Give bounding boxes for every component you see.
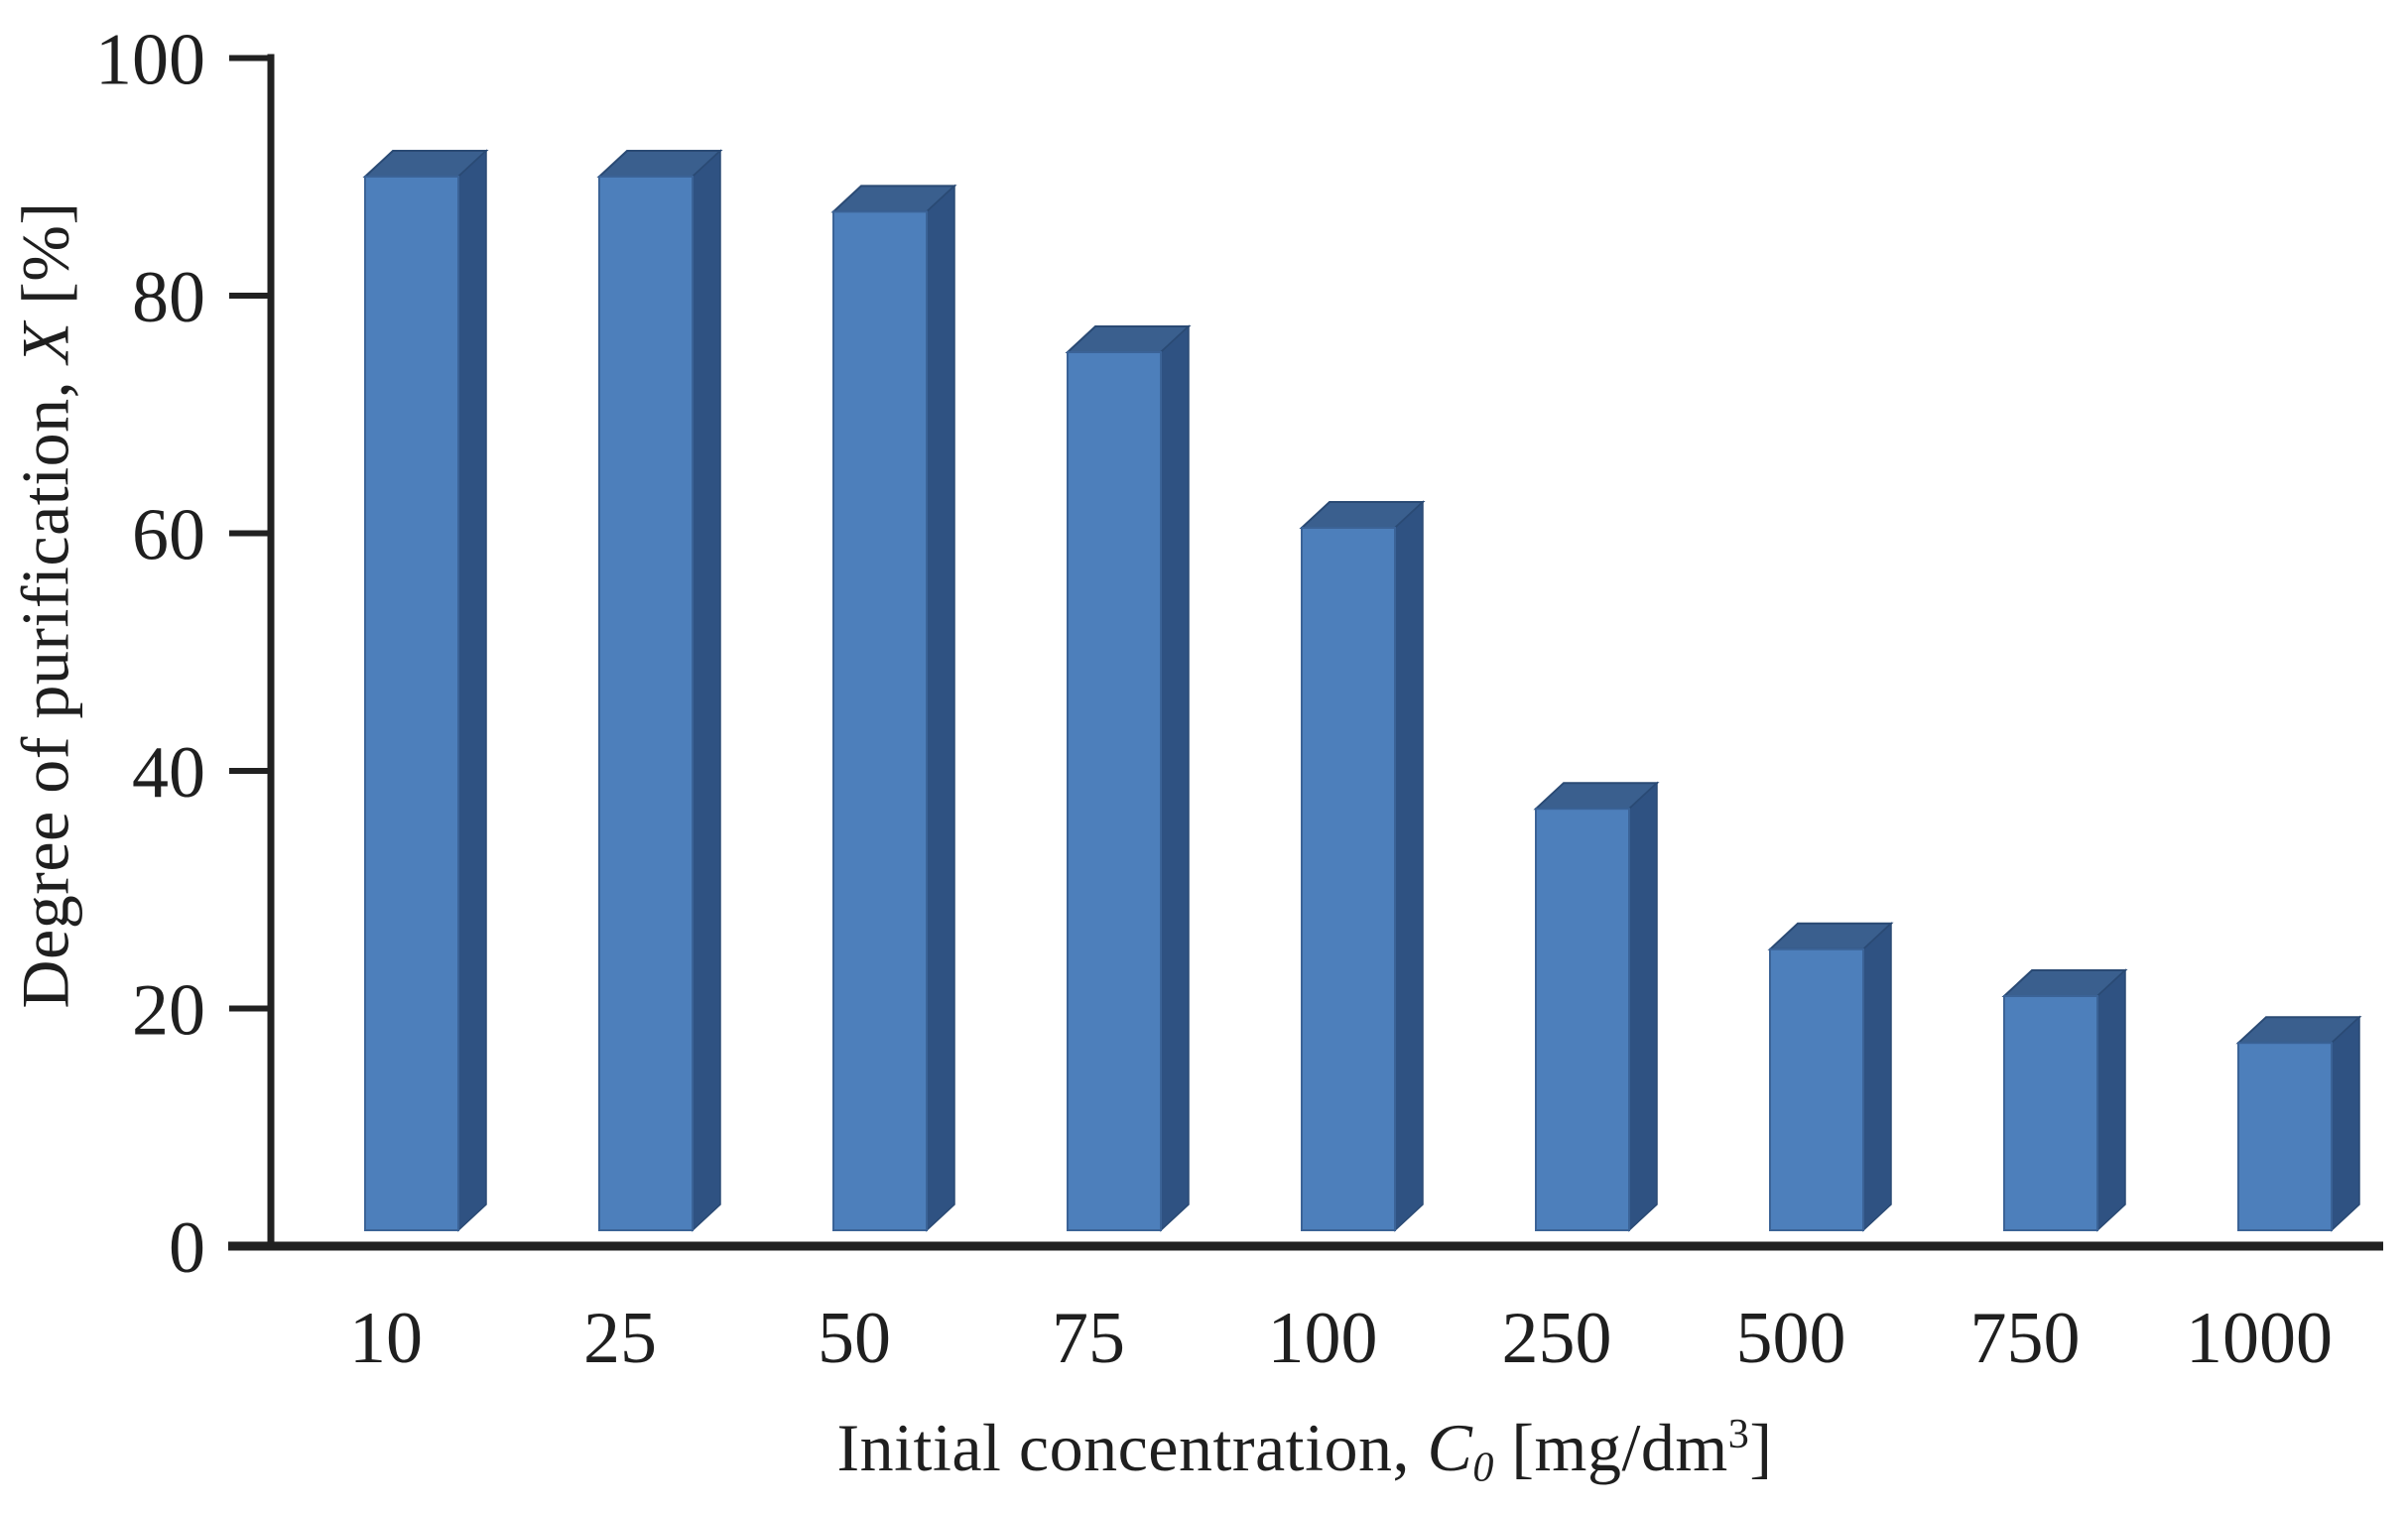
bar-side-face: [1160, 324, 1190, 1232]
y-tick-label-100: 100: [95, 20, 205, 101]
bar-group-1000: [2235, 1015, 2362, 1232]
x-tick-label-10: 10: [349, 1298, 423, 1379]
x-axis-title-subscript: 0: [1472, 1444, 1494, 1491]
x-axis-title-units: [mg/dm: [1493, 1410, 1728, 1485]
bar-front-face: [832, 210, 928, 1231]
bar-front-face: [1067, 351, 1162, 1231]
y-tick-label-80: 80: [132, 257, 205, 338]
y-tick-label-40: 40: [132, 732, 205, 814]
bar-group-250: [1533, 781, 1660, 1232]
x-axis-title-close-bracket: ]: [1749, 1410, 1773, 1485]
bar-side-face: [1394, 500, 1424, 1232]
y-axis-title-units: [%]: [7, 201, 83, 322]
x-tick-label-75: 75: [1052, 1298, 1125, 1379]
bar-side-face: [2096, 968, 2126, 1232]
y-axis-title-variable: X: [7, 321, 83, 364]
y-tick-label-20: 20: [132, 970, 205, 1052]
bar-side-face: [1628, 781, 1658, 1232]
bar-group-100: [1299, 500, 1426, 1232]
bar-group-75: [1065, 324, 1192, 1232]
bar-front-face: [1535, 808, 1630, 1231]
bar-side-face: [2331, 1015, 2360, 1232]
x-tick-label-500: 500: [1736, 1298, 1846, 1379]
x-axis-title: Initial concentration, C0 [mg/dm3]: [228, 1409, 2381, 1488]
x-tick-label-1000: 1000: [2186, 1298, 2333, 1379]
x-tick-label-100: 100: [1268, 1298, 1378, 1379]
y-tick-label-0: 0: [169, 1207, 205, 1289]
bar-side-face: [1862, 922, 1892, 1232]
bar-front-face: [2003, 995, 2098, 1231]
x-tick-label-50: 50: [818, 1298, 891, 1379]
x-axis-title-text: Initial concentration,: [836, 1410, 1428, 1485]
bar-front-face: [1769, 947, 1864, 1231]
bar-front-face: [364, 176, 459, 1231]
x-tick-label-250: 250: [1502, 1298, 1612, 1379]
y-tick-label-60: 60: [132, 495, 205, 576]
bar-front-face: [1301, 527, 1396, 1231]
bar-group-25: [596, 149, 723, 1232]
bar-group-10: [362, 149, 489, 1232]
x-axis-title-variable: C: [1427, 1410, 1473, 1485]
x-tick-label-750: 750: [1970, 1298, 2081, 1379]
bar-group-50: [830, 184, 957, 1232]
x-tick-label-25: 25: [583, 1298, 657, 1379]
bar-front-face: [2237, 1042, 2333, 1231]
bar-side-face: [692, 149, 721, 1232]
y-axis-title-text: Degree of purification,: [7, 363, 83, 1009]
x-axis-title-superscript: 3: [1727, 1410, 1750, 1457]
bar-group-500: [1767, 922, 1894, 1232]
bar-group-750: [2001, 968, 2128, 1232]
bar-side-face: [926, 184, 955, 1232]
y-axis-title: Degree of purification, X [%]: [7, 201, 85, 1008]
bar-side-face: [457, 149, 487, 1232]
bar-front-face: [598, 176, 694, 1231]
